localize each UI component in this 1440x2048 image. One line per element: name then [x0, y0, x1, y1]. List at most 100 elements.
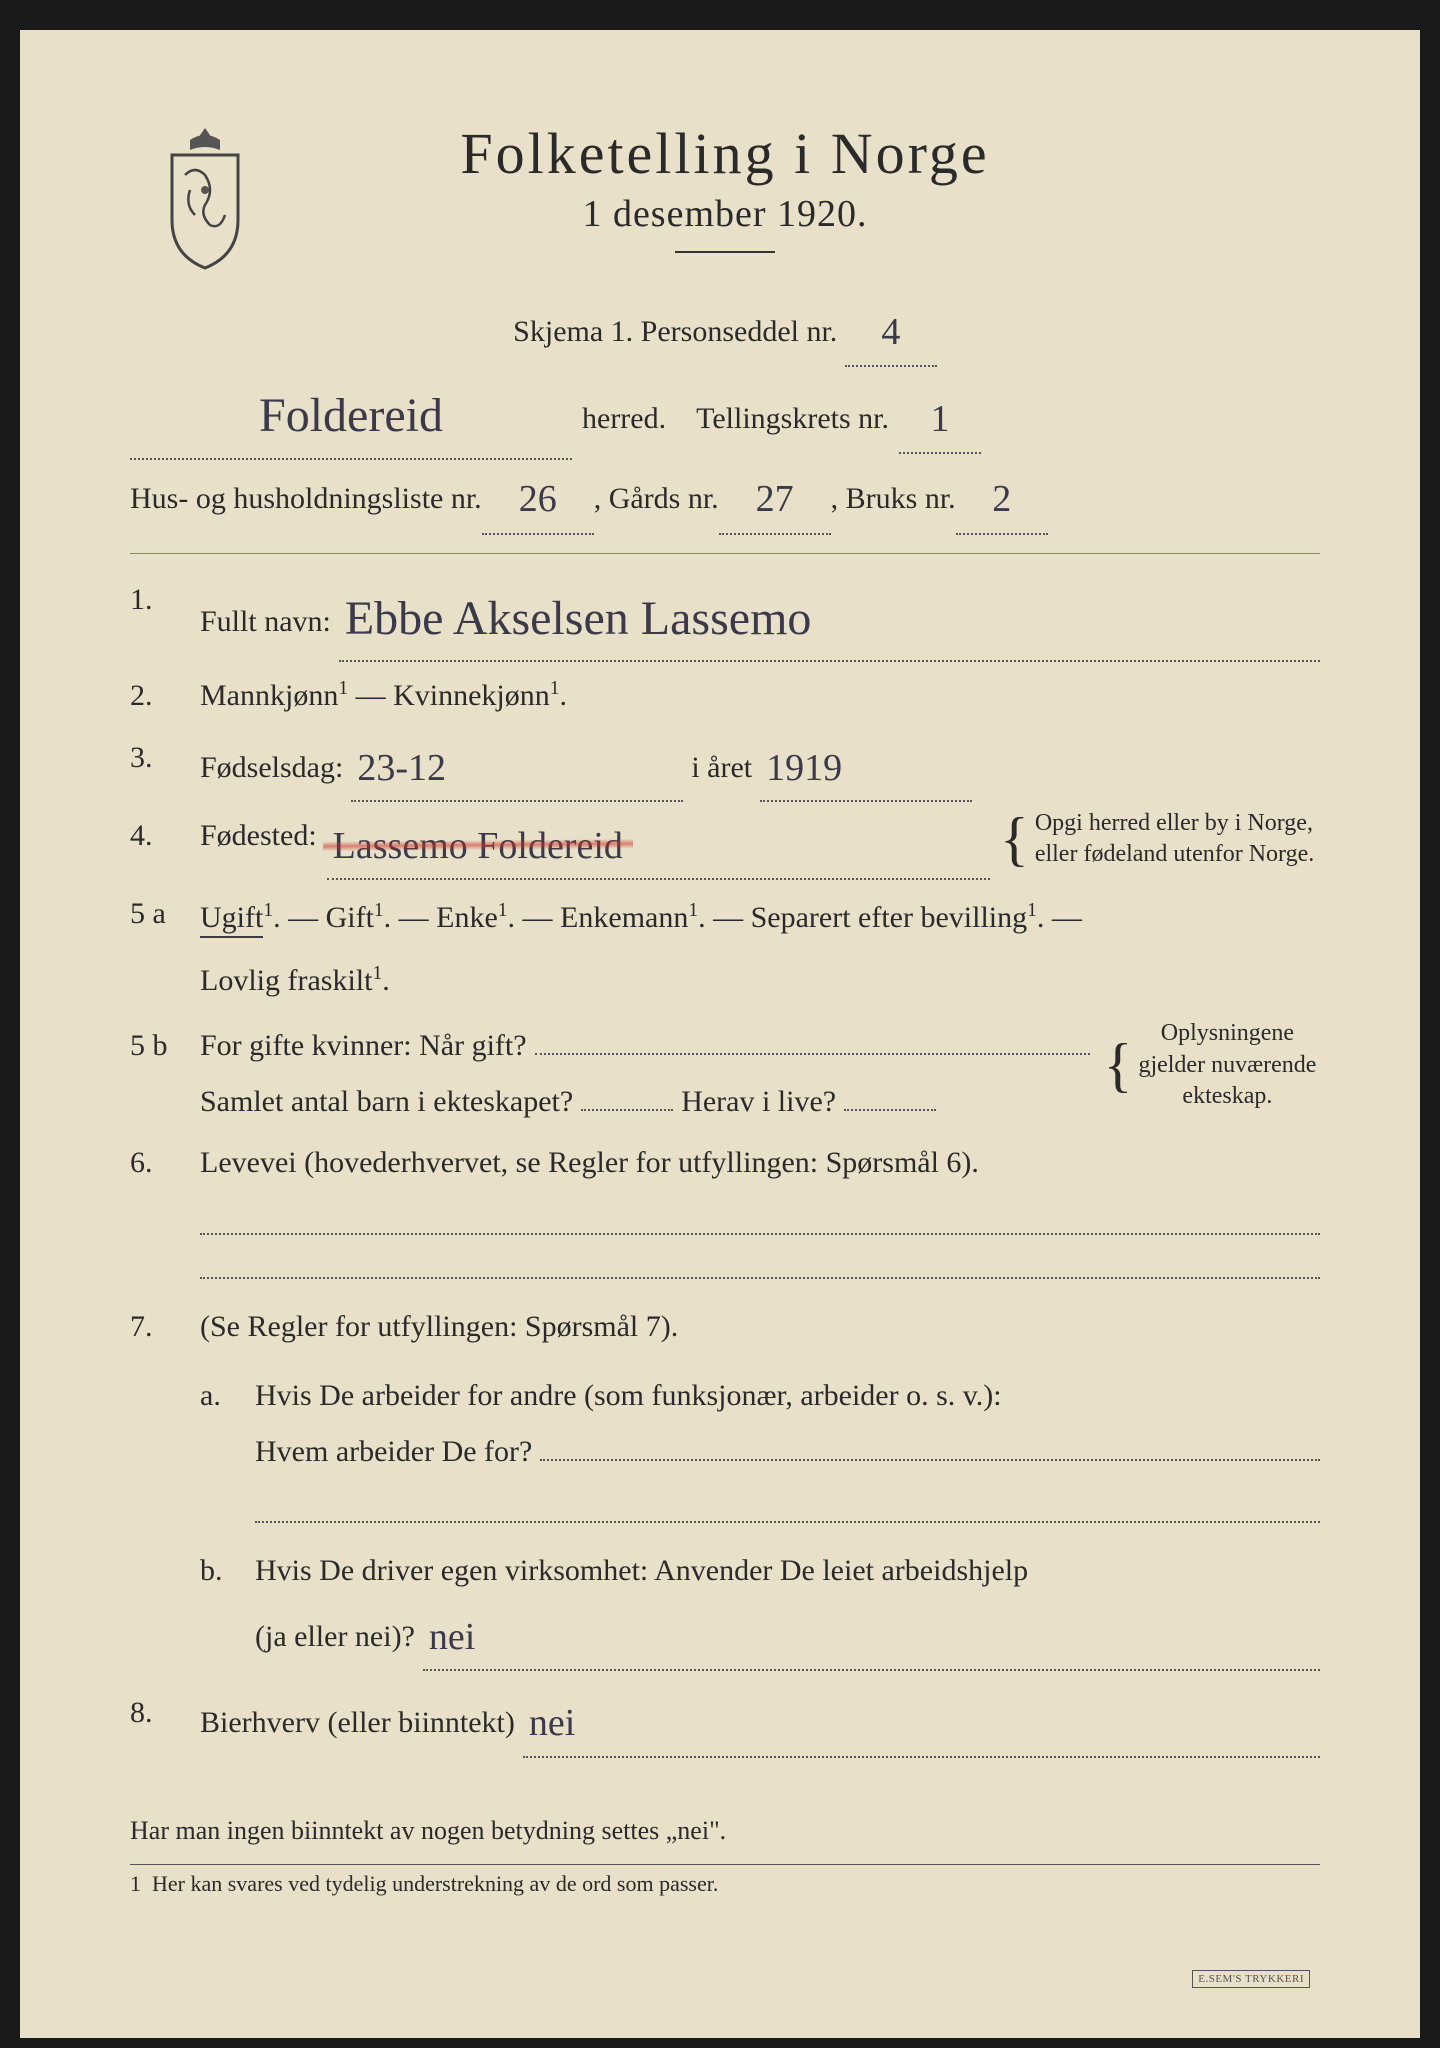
- husliste-nr: 26: [519, 478, 557, 520]
- census-form-page: Folketelling i Norge 1 desember 1920. Sk…: [0, 0, 1440, 2048]
- sep: . —: [698, 901, 751, 934]
- sup: 1: [498, 900, 508, 921]
- q2-num: 2.: [130, 668, 200, 724]
- bruks-field: 2: [956, 460, 1048, 534]
- sup: 1: [688, 900, 698, 921]
- page-subtitle: 1 desember 1920.: [130, 192, 1320, 236]
- question-7a: a. Hvis De arbeider for andre (som funks…: [200, 1368, 1320, 1523]
- footnote-text: Her kan svares ved tydelig understreknin…: [152, 1871, 718, 1896]
- meta-row-1: Skjema 1. Personseddel nr. 4: [130, 293, 1320, 367]
- q7b-text2: (ja eller nei)?: [255, 1609, 415, 1665]
- sep: . —: [273, 901, 326, 934]
- bruks-label: , Bruks nr.: [831, 470, 956, 527]
- q3-day: 23-12: [357, 747, 446, 789]
- sep: . —: [1037, 901, 1082, 934]
- q5b-gift-field: [535, 1053, 1090, 1055]
- q7b-text1: Hvis De driver egen virksomhet: Anvender…: [255, 1554, 1028, 1587]
- q1-num: 1.: [130, 572, 200, 663]
- q3-num: 3.: [130, 730, 200, 802]
- q5b-label-a: For gifte kvinner: Når gift?: [200, 1018, 527, 1074]
- q3-label-a: Fødselsdag:: [200, 740, 343, 796]
- q5a-opt4: Enkemann: [560, 901, 688, 934]
- q7b-field: nei: [423, 1599, 1320, 1671]
- question-7b: b. Hvis De driver egen virksomhet: Anven…: [200, 1543, 1320, 1671]
- q5b-label-c: Herav i live?: [681, 1074, 836, 1130]
- q3-year: 1919: [766, 747, 842, 789]
- q5a-opt5: Separert efter bevilling: [751, 901, 1028, 934]
- questions-block: 1. Fullt navn: Ebbe Akselsen Lassemo 2. …: [130, 553, 1320, 1897]
- herred-label: herred.: [582, 390, 666, 447]
- q5b-live-field: [844, 1109, 936, 1111]
- bruks-nr: 2: [992, 478, 1011, 520]
- printer-stamp: E.SEM'S TRYKKERI: [1192, 1970, 1310, 1988]
- sep: . —: [384, 901, 437, 934]
- footnote-num: 1: [130, 1871, 141, 1896]
- q5a-num: 5 a: [130, 886, 200, 1012]
- sup: 1: [374, 900, 384, 921]
- personseddel-nr-field: 4: [845, 293, 937, 367]
- q1-label: Fullt navn:: [200, 594, 331, 650]
- question-4: 4. Fødested: Lassemo Foldereid { Opgi he…: [130, 808, 1320, 880]
- q3-year-field: 1919: [760, 730, 972, 802]
- question-1: 1. Fullt navn: Ebbe Akselsen Lassemo: [130, 572, 1320, 663]
- sup: 1: [263, 900, 273, 921]
- q7a-text1: Hvis De arbeider for andre (som funksjon…: [255, 1379, 1002, 1412]
- husliste-label: Hus- og husholdningsliste nr.: [130, 470, 482, 527]
- q5b-barn-field: [581, 1109, 673, 1111]
- q7b-num: b.: [200, 1543, 255, 1671]
- personseddel-nr: 4: [881, 311, 900, 353]
- husliste-field: 26: [482, 460, 594, 534]
- q1-value: Ebbe Akselsen Lassemo: [345, 592, 812, 645]
- header: Folketelling i Norge 1 desember 1920.: [130, 120, 1320, 253]
- question-6: 6. Levevei (hovederhvervet, se Regler fo…: [130, 1135, 1320, 1279]
- question-2: 2. Mannkjønn1 — Kvinnekjønn1.: [130, 668, 1320, 724]
- gards-nr: 27: [756, 478, 794, 520]
- q4-label: Fødested:: [200, 808, 317, 864]
- q5a-opt2: Gift: [326, 901, 374, 934]
- q8-field: nei: [523, 1685, 1320, 1757]
- q4-value: Lassemo Foldereid: [333, 825, 623, 867]
- herred-value: Foldereid: [259, 389, 443, 442]
- coat-of-arms-icon: [150, 120, 260, 270]
- q7a-line: [255, 1519, 1320, 1523]
- q2-opt-mann: Mannkjønn: [200, 679, 338, 712]
- question-5a: 5 a Ugift1. — Gift1. — Enke1. — Enkemann…: [130, 886, 1320, 1012]
- bottom-note: Har man ingen biinntekt av nogen betydni…: [130, 1808, 1320, 1846]
- brace-icon: {: [1104, 1032, 1133, 1098]
- tellingskrets-label: Tellingskrets nr.: [696, 390, 889, 447]
- footnote: 1 Her kan svares ved tydelig understrekn…: [130, 1864, 1320, 1897]
- end: .: [382, 964, 390, 997]
- tellingskrets-field: 1: [899, 380, 981, 454]
- title-divider: [675, 251, 775, 253]
- q3-label-b: i året: [691, 740, 752, 796]
- skjema-label: Skjema 1. Personseddel nr.: [513, 315, 837, 348]
- question-8: 8. Bierhverv (eller biinntekt) nei: [130, 1685, 1320, 1757]
- q5b-side-a: Oplysningene: [1161, 1020, 1294, 1046]
- q2-sup1: 1: [338, 678, 348, 699]
- q8-value: nei: [529, 1702, 575, 1744]
- q7a-num: a.: [200, 1368, 255, 1523]
- q5b-side-note: { Oplysningene gjelder nuværende ekteska…: [1100, 1018, 1320, 1129]
- q5b-side-c: ekteskap.: [1182, 1083, 1272, 1109]
- q8-num: 8.: [130, 1685, 200, 1757]
- q5a-opt6: Lovlig fraskilt: [200, 964, 372, 997]
- q5b-num: 5 b: [130, 1018, 200, 1129]
- q5a-opt1: Ugift: [200, 901, 263, 938]
- brace-icon: {: [1000, 806, 1029, 872]
- q6-line-1: [200, 1231, 1320, 1235]
- q5b-side-b: gjelder nuværende: [1138, 1052, 1316, 1078]
- q6-num: 6.: [130, 1135, 200, 1279]
- question-3: 3. Fødselsdag: 23-12 i året 1919: [130, 730, 1320, 802]
- q3-day-field: 23-12: [351, 730, 683, 802]
- sup: 1: [1027, 900, 1037, 921]
- q4-side-b: eller fødeland utenfor Norge.: [1035, 841, 1314, 867]
- q2-dash: —: [348, 679, 393, 712]
- q7a-field: [540, 1459, 1320, 1461]
- q4-strikethrough: Lassemo Foldereid: [333, 808, 623, 878]
- q4-side-note: { Opgi herred eller by i Norge, eller fø…: [1000, 808, 1320, 870]
- q4-side-a: Opgi herred eller by i Norge,: [1035, 810, 1313, 836]
- q4-num: 4.: [130, 808, 200, 880]
- sup: 1: [372, 963, 382, 984]
- q5a-opt3: Enke: [436, 901, 498, 934]
- q2-opt-kvinne: Kvinnekjønn: [393, 679, 550, 712]
